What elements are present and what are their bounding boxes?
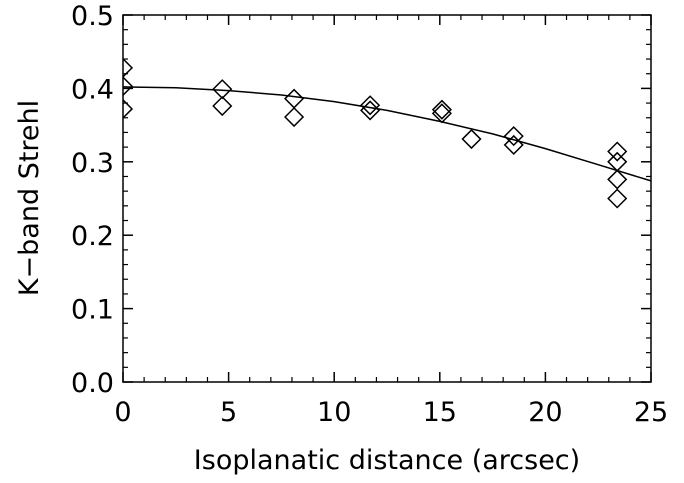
data-point-diamond	[360, 95, 381, 116]
data-point-diamond	[123, 98, 134, 120]
fit-curve-layer	[122, 86, 652, 182]
data-point-diamond	[607, 169, 628, 190]
x-tick-label: 0	[114, 397, 131, 428]
y-tick-label: 0.2	[71, 221, 114, 252]
data-point-diamond	[360, 100, 381, 121]
x-tick-label: 10	[317, 397, 351, 428]
y-tick-label: 0.3	[71, 148, 114, 179]
x-tick-label: 5	[220, 397, 237, 428]
x-tick-label: 25	[634, 397, 668, 428]
y-tick-label: 0.0	[71, 368, 114, 399]
data-point-diamond	[284, 88, 305, 109]
fit-curve-line	[122, 86, 652, 182]
data-point-diamond	[607, 141, 628, 162]
x-axis-ticks: 0 5 10 15 20 25	[114, 15, 668, 428]
x-tick-label: 15	[423, 397, 457, 428]
data-point-diamond	[212, 95, 233, 117]
data-point-diamond	[607, 188, 628, 209]
data-point-diamond	[503, 126, 524, 147]
x-axis-title: Isoplanatic distance (arcsec)	[194, 445, 580, 476]
data-point-diamond	[461, 128, 482, 150]
y-tick-label: 0.1	[71, 295, 114, 326]
data-point-diamond	[123, 76, 134, 97]
y-tick-label: 0.4	[71, 74, 114, 105]
y-tick-label: 0.5	[71, 1, 114, 32]
data-points-layer	[123, 57, 628, 209]
data-point-diamond	[431, 99, 452, 120]
data-point-diamond	[503, 134, 524, 155]
data-point-diamond	[431, 103, 452, 124]
plot-frame	[122, 14, 652, 383]
x-tick-label: 20	[528, 397, 562, 428]
data-point-diamond	[284, 106, 305, 128]
y-axis-title: K−band Strehl	[14, 100, 45, 296]
y-axis-ticks: 0.0 0.1 0.2 0.3 0.4 0.5	[71, 1, 651, 399]
data-point-diamond	[123, 57, 134, 78]
data-point-diamond	[212, 79, 233, 100]
